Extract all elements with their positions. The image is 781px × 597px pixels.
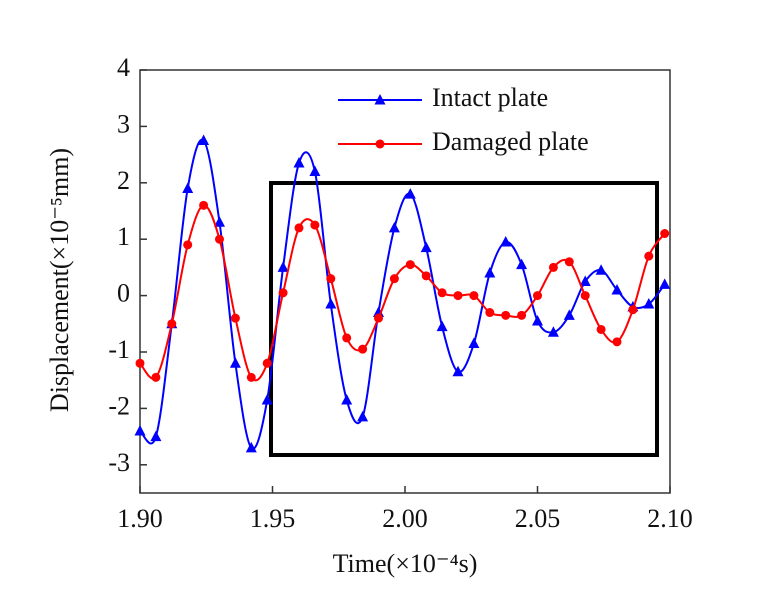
data-point xyxy=(182,182,194,193)
data-point xyxy=(500,236,512,247)
plot-frame xyxy=(139,69,671,494)
data-point xyxy=(294,223,304,233)
data-point xyxy=(580,291,590,301)
data-point xyxy=(579,275,591,286)
data-point xyxy=(420,241,432,253)
y-tick-label: 3 xyxy=(117,109,130,138)
x-tick-label: 2.00 xyxy=(382,504,428,533)
data-point xyxy=(564,257,574,267)
legend-label: Damaged plate xyxy=(432,127,589,156)
data-point xyxy=(262,358,272,368)
data-point xyxy=(198,134,210,145)
data-point xyxy=(660,229,670,239)
x-tick-label: 2.05 xyxy=(515,504,561,533)
data-point xyxy=(548,262,558,272)
data-point xyxy=(183,240,193,250)
data-point xyxy=(516,258,528,270)
data-point xyxy=(596,324,606,334)
data-point xyxy=(150,430,162,442)
data-point xyxy=(358,344,368,354)
y-tick-label: 1 xyxy=(117,222,130,251)
data-point xyxy=(533,291,542,301)
data-point xyxy=(421,271,431,281)
data-point xyxy=(452,365,464,377)
data-point xyxy=(547,326,559,337)
data-point xyxy=(246,372,256,382)
data-point xyxy=(229,357,241,368)
data-point xyxy=(389,274,399,284)
data-point xyxy=(278,288,288,298)
data-point xyxy=(484,267,496,278)
data-point xyxy=(405,260,415,270)
data-point xyxy=(135,358,145,368)
data-point xyxy=(342,333,352,343)
data-point xyxy=(485,308,495,318)
data-point xyxy=(628,305,638,315)
data-point xyxy=(643,298,655,309)
data-point xyxy=(388,221,400,233)
y-tick-label: 2 xyxy=(117,166,130,195)
data-point xyxy=(214,216,225,227)
data-point xyxy=(404,188,416,199)
data-point xyxy=(309,165,321,177)
data-point xyxy=(595,264,607,275)
x-tick-label: 1.95 xyxy=(250,504,296,533)
data-point xyxy=(517,310,527,320)
data-point xyxy=(374,313,383,323)
series-line xyxy=(139,204,666,382)
data-point xyxy=(453,291,463,301)
data-point xyxy=(468,337,480,349)
data-point xyxy=(261,393,273,405)
legend-marker xyxy=(375,139,385,149)
data-point xyxy=(469,291,479,301)
data-point xyxy=(436,320,448,332)
data-point xyxy=(167,319,177,329)
data-point xyxy=(199,200,209,210)
data-point xyxy=(659,278,671,289)
data-point xyxy=(612,337,622,347)
data-point xyxy=(437,288,447,298)
y-tick-label: 0 xyxy=(117,279,130,308)
data-point xyxy=(532,314,543,326)
data-point xyxy=(326,274,336,284)
y-tick-label: -2 xyxy=(108,391,130,420)
y-tick-label: -1 xyxy=(108,335,130,364)
data-point xyxy=(357,410,369,422)
legend-label: Intact plate xyxy=(432,83,548,112)
y-axis-label: Displacement(×10⁻⁵mm) xyxy=(45,148,74,412)
data-point xyxy=(611,283,623,295)
x-tick-label: 2.10 xyxy=(647,504,693,533)
data-point xyxy=(501,310,511,320)
legend-marker xyxy=(374,94,386,105)
data-point xyxy=(310,220,320,230)
data-point xyxy=(215,234,224,244)
data-point xyxy=(230,313,240,323)
data-point xyxy=(134,424,146,436)
y-tick-label: -3 xyxy=(108,448,130,477)
data-point xyxy=(563,309,575,320)
data-point xyxy=(325,298,337,309)
highlight-box xyxy=(269,181,659,457)
data-point xyxy=(277,261,289,272)
data-point xyxy=(341,393,353,405)
data-point xyxy=(293,157,305,168)
data-point xyxy=(644,251,654,261)
x-tick-label: 1.90 xyxy=(117,504,163,533)
x-axis-label: Time(×10⁻⁴s) xyxy=(333,549,478,578)
data-point xyxy=(151,372,161,382)
data-point xyxy=(245,441,257,453)
y-tick-label: 4 xyxy=(117,53,130,82)
data-point xyxy=(373,306,384,318)
